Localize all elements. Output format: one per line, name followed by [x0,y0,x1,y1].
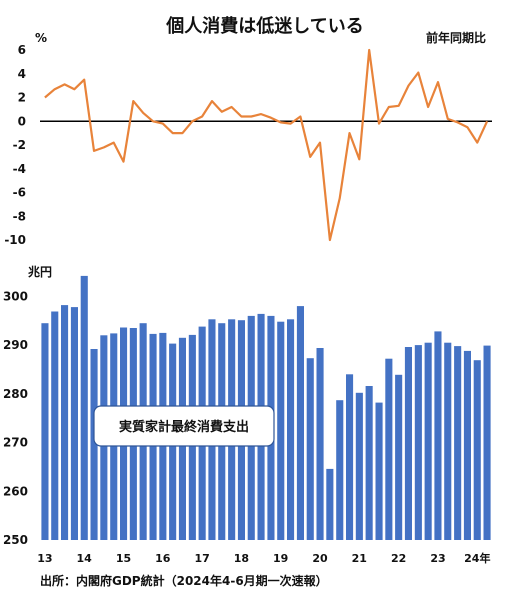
bar [414,345,422,540]
bar [90,349,98,540]
bar [306,358,314,540]
bar [61,305,69,540]
bar [404,347,412,540]
bar [287,319,295,540]
x-tick-label: 21 [352,552,367,565]
x-tick-label: 15 [116,552,131,565]
bar [385,358,393,540]
x-tick-label: 14 [77,552,93,565]
bar-x-axis: 13 14 15 16 17 18 19 20 21 22 23 24年 [37,551,490,565]
line-y-tick-label: 4 [18,67,26,81]
bar-y-tick-label: 280 [3,387,28,401]
bar [70,307,78,540]
bar-y-axis: 300 290 280 270 260 250 [3,289,28,547]
bar [326,468,334,540]
x-tick-label: 16 [155,552,171,565]
bar [277,321,285,540]
bar [444,342,452,540]
bar [336,400,344,540]
x-tick-label: 23 [430,552,445,565]
bar [316,348,324,540]
line-unit-label: % [35,31,47,45]
bar [483,345,491,540]
bar [51,311,59,540]
bar-y-tick-label: 290 [3,338,28,352]
bar [473,360,481,540]
line-y-tick-label: 2 [18,91,26,105]
bar-y-tick-label: 300 [3,289,28,303]
bar [41,323,49,540]
bar [296,306,304,540]
line-y-tick-label: 6 [18,43,26,57]
bar [375,402,383,540]
x-tick-label: 20 [312,552,328,565]
bar-y-tick-label: 270 [3,436,28,450]
bar [434,331,442,540]
source-note: 出所：内閣府GDP統計（2024年4-6月期一次速報） [40,573,328,588]
x-tick-label: 22 [391,552,406,565]
x-tick-label: 17 [194,552,209,565]
x-tick-label: 24年 [464,551,490,565]
bar [463,350,471,540]
bar [454,346,462,540]
line-y-tick-label: -10 [4,233,26,247]
bar-unit-label: 兆円 [28,264,52,279]
bar [346,374,354,540]
bar [365,386,373,540]
line-series [44,48,489,242]
bar [395,374,403,540]
line-series-label: 前年同期比 [426,30,486,45]
x-tick-label: 13 [37,552,52,565]
line-y-tick-label: -4 [13,162,26,176]
line-y-tick-label: -8 [13,209,26,223]
chart-title: 個人消費は低迷している [165,15,363,37]
line-y-tick-label: -2 [13,138,26,152]
x-tick-label: 19 [273,552,288,565]
line-y-tick-label: 0 [18,114,26,128]
line-y-axis: 6 4 2 0 -2 -4 -6 -8 -10 [4,43,26,247]
legend-label: 実質家計最終消費支出 [119,419,249,435]
x-tick-label: 18 [234,552,249,565]
bar [355,392,363,540]
bar-y-tick-label: 250 [3,533,28,547]
line-y-tick-label: -6 [13,186,26,200]
bar [424,342,432,540]
legend-box [93,405,275,447]
bar-y-tick-label: 260 [3,484,28,498]
bar [80,275,88,540]
